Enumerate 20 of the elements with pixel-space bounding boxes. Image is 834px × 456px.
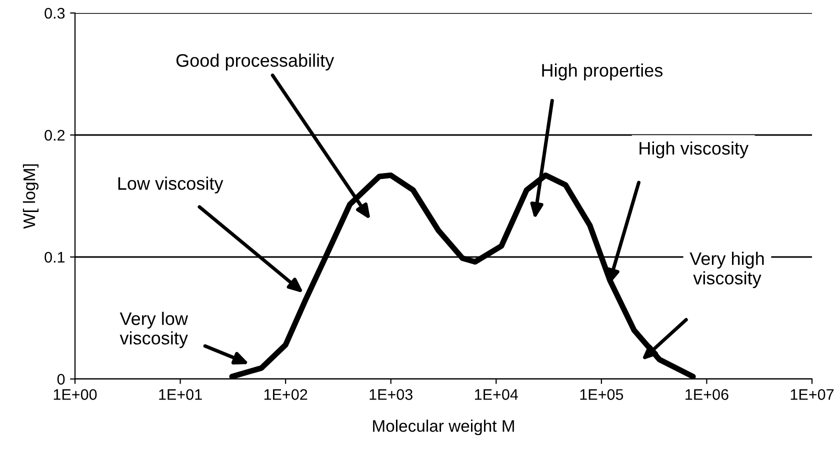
annotation: Very high viscosity bbox=[690, 252, 764, 288]
x-tick-label: 1E+01 bbox=[159, 389, 202, 400]
y-tick-label: 0 bbox=[57, 374, 65, 385]
x-tick-label: 1E+00 bbox=[54, 389, 97, 400]
y-tick-label: 0.1 bbox=[44, 252, 65, 263]
annotation: Low viscosity bbox=[118, 176, 224, 194]
annotation: Good processability bbox=[176, 54, 334, 70]
x-tick-label: 1E+02 bbox=[264, 389, 308, 400]
annotation: High viscosity bbox=[640, 141, 748, 158]
annotation: Very low viscosity bbox=[120, 312, 188, 348]
y-tick-label: 0.3 bbox=[44, 8, 65, 19]
x-tick-label: 1E+06 bbox=[686, 389, 728, 400]
x-tick-label: 1E+03 bbox=[370, 389, 412, 400]
x-tick-label: 1E+04 bbox=[475, 389, 518, 400]
annotation: High properties bbox=[542, 64, 663, 80]
y-tick-label: 0.2 bbox=[44, 130, 65, 141]
x-tick-label: 1E+07 bbox=[790, 389, 834, 400]
y-axis-title: W[ logM] bbox=[22, 164, 38, 229]
x-tick-label: 1E+05 bbox=[580, 389, 624, 400]
x-axis-title: Molecular weight M bbox=[373, 420, 514, 436]
